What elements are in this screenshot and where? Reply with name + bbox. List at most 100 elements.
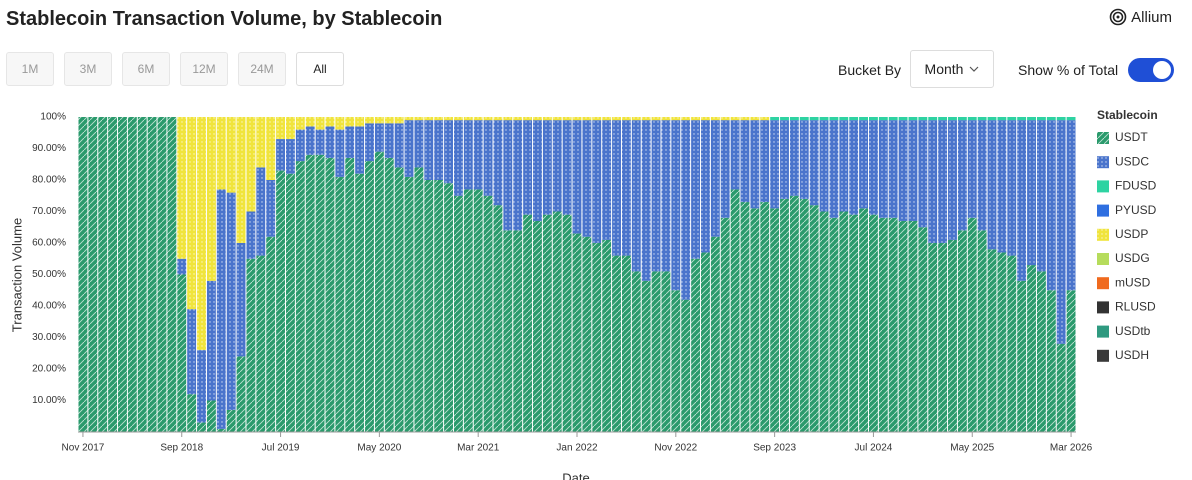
legend-label: mUSD: [1115, 275, 1151, 289]
bar-segment: [118, 117, 127, 432]
bar-segment: [315, 154, 325, 433]
bar-segment: [789, 120, 799, 196]
bar-segment: [187, 394, 197, 432]
bar-segment: [1066, 117, 1076, 121]
x-tick-label: Jul 2019: [262, 443, 300, 454]
bar-segment: [295, 117, 305, 130]
legend-swatch: [1097, 277, 1109, 290]
range-button[interactable]: 1M: [6, 52, 54, 86]
range-button[interactable]: 12M: [180, 52, 228, 86]
bar-segment: [374, 123, 384, 152]
bar-segment: [997, 117, 1007, 121]
bar-segment: [621, 117, 631, 121]
bar-segment: [256, 117, 266, 168]
legend-swatch: [1097, 180, 1109, 193]
bar-segment: [503, 120, 513, 231]
bar-segment: [463, 120, 473, 190]
bar-segment: [967, 120, 977, 218]
bar-segment: [226, 117, 236, 193]
bar-segment: [542, 117, 552, 121]
bar-segment: [246, 211, 256, 259]
range-button[interactable]: 24M: [238, 52, 286, 86]
legend-label: USDH: [1115, 348, 1149, 362]
bar-segment: [780, 198, 789, 432]
bar-segment: [780, 117, 789, 121]
legend-swatch: [1097, 325, 1109, 338]
bar-segment: [523, 120, 533, 215]
legend-swatch: [1097, 253, 1109, 265]
bar-segment: [295, 161, 305, 432]
bar-segment: [414, 167, 424, 432]
bar-segment: [938, 117, 948, 121]
brand[interactable]: Allium: [1109, 8, 1172, 26]
range-button[interactable]: 6M: [122, 52, 170, 86]
y-tick-label: 20.00%: [32, 364, 66, 375]
bar-segment: [928, 243, 938, 432]
toggle-label: Show % of Total: [1018, 62, 1119, 78]
x-tick-label: Sep 2018: [160, 443, 203, 454]
bar-segment: [1036, 271, 1046, 432]
bar-segment: [562, 120, 572, 215]
legend-swatch: [1097, 228, 1109, 241]
legend-swatch: [1097, 156, 1109, 169]
bar-segment: [424, 180, 434, 432]
bar-segment: [226, 409, 236, 432]
y-tick-label: 50.00%: [32, 269, 66, 280]
bar-segment: [740, 202, 750, 432]
range-button[interactable]: All: [296, 52, 344, 86]
bar-segment: [967, 217, 977, 432]
x-tick-label: May 2020: [357, 443, 401, 454]
bar-segment: [493, 205, 503, 432]
legend-label: USDC: [1115, 154, 1149, 168]
bar-segment: [898, 120, 908, 221]
bar-segment: [345, 117, 355, 127]
bucket-select[interactable]: Month: [910, 50, 994, 88]
bar-segment: [1066, 290, 1076, 432]
bar-segment: [948, 120, 957, 240]
bar-segment: [424, 117, 434, 121]
bar-segment: [888, 217, 898, 432]
bar-segment: [671, 117, 681, 121]
bar-segment: [799, 198, 809, 432]
bar-segment: [236, 117, 246, 243]
bar-segment: [750, 117, 760, 121]
toggle-knob: [1153, 61, 1171, 79]
bar-segment: [226, 192, 236, 410]
x-tick-label: Jan 2022: [556, 443, 598, 454]
bar-segment: [572, 120, 582, 234]
title: Stablecoin Transaction Volume, by Stable…: [6, 8, 443, 30]
bar-segment: [1056, 120, 1066, 344]
bar-segment: [513, 120, 523, 231]
bar-segment: [542, 120, 552, 215]
bar-segment: [473, 120, 483, 190]
bar-segment: [957, 120, 967, 231]
bar-segment: [1007, 117, 1017, 121]
bar-segment: [888, 117, 898, 121]
bar-segment: [1027, 117, 1036, 121]
bar-segment: [641, 280, 651, 432]
bar-segment: [839, 117, 849, 121]
bar-segment: [997, 120, 1007, 253]
toggle[interactable]: [1128, 58, 1174, 82]
bar-segment: [414, 120, 424, 168]
bar-segment: [701, 252, 710, 432]
bar-segment: [750, 208, 760, 432]
bar-segment: [898, 220, 908, 432]
bar-segment: [691, 117, 701, 121]
range-button[interactable]: 3M: [64, 52, 112, 86]
bar-segment: [1027, 265, 1036, 432]
bar-segment: [157, 117, 167, 432]
bar-segment: [355, 117, 365, 127]
bar-segment: [276, 117, 286, 140]
bar-segment: [246, 258, 256, 432]
bar-segment: [187, 117, 197, 310]
bar-segment: [325, 157, 335, 432]
bar-segment: [513, 117, 523, 121]
x-tick-label: Nov 2022: [654, 443, 697, 454]
bar-segment: [206, 400, 216, 432]
bar-segment: [236, 243, 246, 357]
bar-segment: [957, 230, 967, 432]
bar-segment: [414, 117, 424, 121]
bar-segment: [948, 117, 957, 121]
bar-segment: [88, 117, 98, 432]
